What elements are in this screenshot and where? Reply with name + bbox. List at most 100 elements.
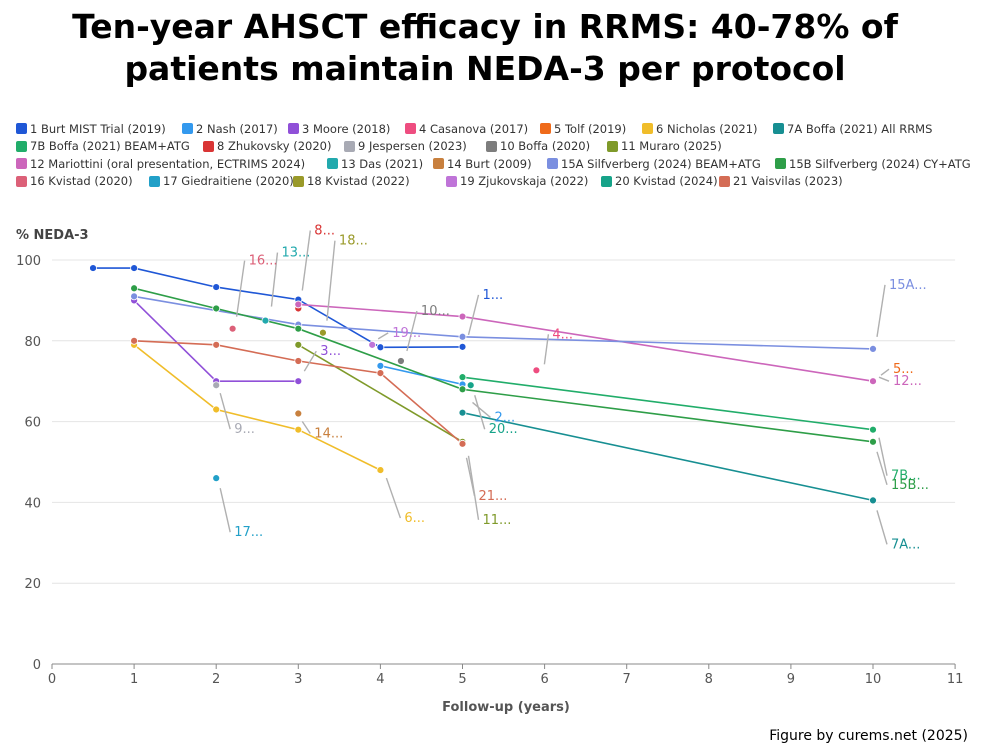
legend-label: 5 Tolf (2019) <box>554 121 627 136</box>
legend-item[interactable]: 7B Boffa (2021) BEAM+ATG <box>16 138 190 155</box>
data-point <box>89 264 97 272</box>
data-point <box>212 381 221 390</box>
legend-item[interactable]: 14 Burt (2009) <box>433 155 532 172</box>
label-leader <box>235 260 246 317</box>
legend-swatch <box>16 123 27 134</box>
legend-item[interactable]: 2 Nash (2017) <box>182 120 278 137</box>
legend-swatch <box>547 158 558 169</box>
data-point <box>376 361 385 370</box>
data-point <box>212 474 221 483</box>
series-end-label: 15B... <box>891 478 929 493</box>
legend-item[interactable]: 16 Kvistad (2020) <box>16 173 133 190</box>
legend-item[interactable]: 19 Zjukovskaja (2022) <box>446 173 588 190</box>
data-point <box>458 385 467 394</box>
label-leader <box>474 395 486 430</box>
legend-swatch <box>486 140 497 152</box>
title-line-2: patients maintain NEDA-3 per protocol <box>124 49 846 88</box>
legend-label: 13 Das (2021) <box>341 156 424 171</box>
data-point <box>458 312 467 321</box>
label-leader <box>219 488 231 533</box>
series-end-label: 17... <box>234 525 263 540</box>
series-line <box>380 365 463 386</box>
legend-item[interactable]: 17 Giedraitiene (2020) <box>149 173 294 190</box>
series-end-label: 15A... <box>889 278 927 293</box>
x-tick-label: 5 <box>458 672 466 687</box>
legend-item[interactable]: 10 Boffa (2020) <box>486 138 590 155</box>
label-leader <box>472 401 491 418</box>
data-point <box>376 369 385 378</box>
series-end-label: 5... <box>893 362 914 377</box>
series-end-label: 11... <box>483 513 512 528</box>
legend-swatch <box>16 175 27 187</box>
legend-label: 12 Mariottini (oral presentation, ECTRIM… <box>30 156 306 171</box>
x-tick-label: 8 <box>705 672 713 687</box>
data-point <box>458 332 467 341</box>
series-end-label: 9... <box>234 422 255 437</box>
y-tick-label: 100 <box>16 254 41 269</box>
series-end-label: 7A... <box>891 537 920 552</box>
series-end-label: 4... <box>552 327 573 342</box>
legend-swatch <box>601 175 612 187</box>
x-tick-label: 0 <box>48 672 56 687</box>
legend-item[interactable]: 11 Muraro (2025) <box>607 138 722 155</box>
legend-label: 6 Nicholas (2021) <box>656 121 758 136</box>
legend-item[interactable]: 13 Das (2021) <box>327 155 423 172</box>
label-leader <box>878 437 888 476</box>
data-point <box>212 340 221 349</box>
data-point <box>261 316 270 325</box>
legend-label: 21 Vaisvilas (2023) <box>733 174 843 188</box>
label-leader <box>326 240 336 321</box>
legend-item[interactable]: 5 Tolf (2019) <box>540 120 626 137</box>
legend-swatch <box>16 140 27 152</box>
y-tick-label: 0 <box>33 658 41 673</box>
legend-item[interactable]: 15A Silfverberg (2024) BEAM+ATG <box>547 155 761 172</box>
data-point <box>294 340 303 349</box>
legend-swatch <box>446 175 457 187</box>
data-point <box>368 340 377 349</box>
figure-credit: Figure by curems.net (2025) <box>769 728 968 744</box>
legend-item[interactable]: 4 Casanova (2017) <box>405 120 528 137</box>
y-tick-label: 20 <box>24 577 41 592</box>
data-point <box>458 373 467 382</box>
legend-item[interactable]: 15B Silfverberg (2024) CY+ATG <box>775 155 971 172</box>
legend-swatch <box>16 158 27 169</box>
legend-item[interactable]: 9 Jespersen (2023) <box>344 138 467 155</box>
legend-item[interactable]: 1 Burt MIST Trial (2019) <box>16 120 166 137</box>
legend-swatch <box>293 175 304 187</box>
y-tick-label: 80 <box>24 335 41 350</box>
x-tick-label: 11 <box>947 672 964 687</box>
series-end-label: 20... <box>489 422 518 437</box>
data-point <box>294 324 303 333</box>
legend-item[interactable]: 3 Moore (2018) <box>288 120 390 137</box>
legend-label: 19 Zjukovskaja (2022) <box>460 174 589 188</box>
data-point <box>294 300 303 309</box>
series-line <box>93 267 463 349</box>
legend-item[interactable]: 21 Vaisvilas (2023) <box>719 173 843 190</box>
label-leader <box>543 334 550 365</box>
label-leader <box>303 350 317 372</box>
legend-item[interactable]: 6 Nicholas (2021) <box>642 120 758 137</box>
label-leader <box>219 393 231 430</box>
legend-swatch <box>288 123 299 134</box>
label-leader <box>876 284 886 337</box>
legend-item[interactable]: 18 Kvistad (2022) <box>293 173 410 190</box>
series-end-label: 12... <box>893 374 922 389</box>
legend-item[interactable]: 8 Zhukovsky (2020) <box>203 138 331 155</box>
legend-item[interactable]: 12 Mariottini (oral presentation, ECTRIM… <box>16 155 305 172</box>
x-tick-label: 4 <box>376 672 384 687</box>
legend-item[interactable]: 7A Boffa (2021) All RRMS <box>773 120 932 137</box>
data-point <box>228 324 237 333</box>
data-point <box>869 437 877 446</box>
x-tick-label: 3 <box>294 672 302 687</box>
series-end-label: 16... <box>249 254 278 269</box>
legend-label: 11 Muraro (2025) <box>621 139 722 153</box>
legend-swatch <box>182 123 193 134</box>
y-axis-title: % NEDA-3 <box>16 228 89 243</box>
data-point <box>458 408 467 417</box>
legend-item[interactable]: 20 Kvistad (2024) <box>601 173 718 190</box>
x-tick-label: 6 <box>540 672 548 687</box>
legend-label: 4 Casanova (2017) <box>419 121 529 136</box>
x-tick-label: 1 <box>130 672 138 687</box>
label-leader <box>406 310 418 352</box>
data-point <box>294 409 303 418</box>
